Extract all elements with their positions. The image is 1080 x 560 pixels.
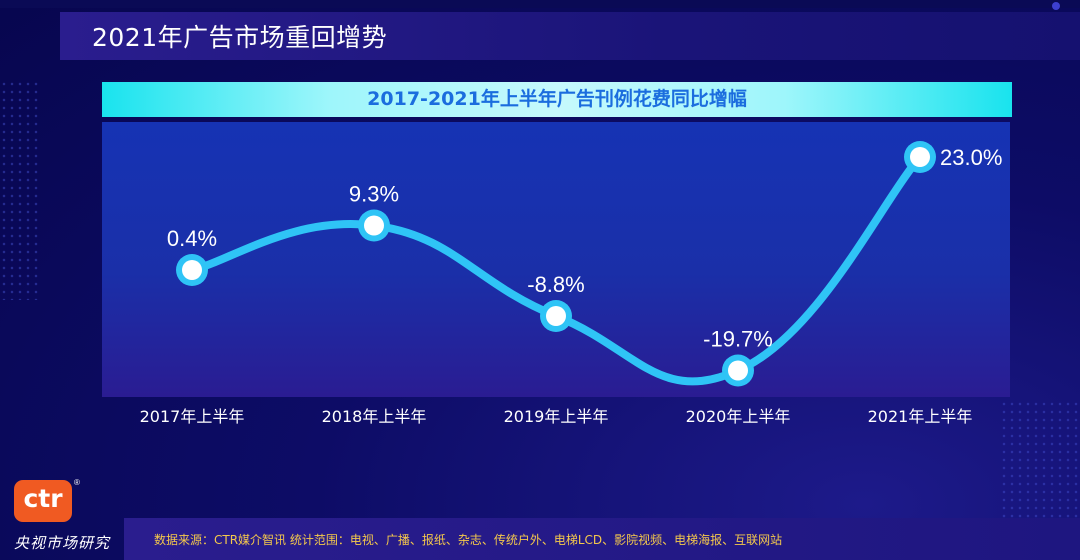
data-label: 0.4% bbox=[167, 226, 217, 251]
data-point bbox=[728, 360, 748, 381]
data-label: 9.3% bbox=[349, 182, 399, 207]
x-tick-label: 2018年上半年 bbox=[321, 407, 427, 426]
x-tick-label: 2020年上半年 bbox=[685, 407, 791, 426]
page-title: 2021年广告市场重回增势 bbox=[92, 23, 388, 52]
header-decor-dot bbox=[1052, 2, 1060, 10]
x-tick-label: 2021年上半年 bbox=[867, 407, 973, 426]
data-label: -8.8% bbox=[527, 272, 584, 297]
data-point bbox=[546, 306, 566, 326]
chart-title-banner: 2017-2021年上半年广告刊例花费同比增幅 bbox=[102, 82, 1012, 117]
dot-pattern-right bbox=[1000, 400, 1080, 520]
data-label: -19.7% bbox=[703, 327, 773, 352]
data-label: 23.0% bbox=[940, 145, 1002, 170]
logo-text: ctr bbox=[23, 484, 63, 513]
data-point bbox=[910, 147, 930, 167]
chart-title: 2017-2021年上半年广告刊例花费同比增幅 bbox=[367, 88, 747, 110]
registered-mark: ® bbox=[74, 478, 80, 487]
plot-area: 0.4% 9.3% -8.8% -19.7% 23.0% bbox=[102, 122, 1010, 397]
top-stripe bbox=[0, 0, 1080, 8]
series-line bbox=[188, 153, 924, 386]
x-tick-label: 2017年上半年 bbox=[139, 407, 245, 426]
header-bar bbox=[60, 12, 1080, 60]
brand-name: 央视市场研究 bbox=[14, 534, 111, 552]
data-point bbox=[364, 215, 384, 236]
ctr-logo: ctr bbox=[14, 480, 72, 522]
data-point bbox=[182, 260, 202, 280]
dot-pattern-left bbox=[0, 80, 40, 300]
x-tick-label: 2019年上半年 bbox=[503, 407, 609, 426]
footer-bar: 数据来源：CTR媒介智讯 统计范围：电视、广播、报纸、杂志、传统户外、电梯LCD… bbox=[124, 518, 1080, 560]
line-chart: 0.4% 9.3% -8.8% -19.7% 23.0% bbox=[167, 141, 1002, 387]
data-source-note: 数据来源：CTR媒介智讯 统计范围：电视、广播、报纸、杂志、传统户外、电梯LCD… bbox=[154, 533, 783, 547]
